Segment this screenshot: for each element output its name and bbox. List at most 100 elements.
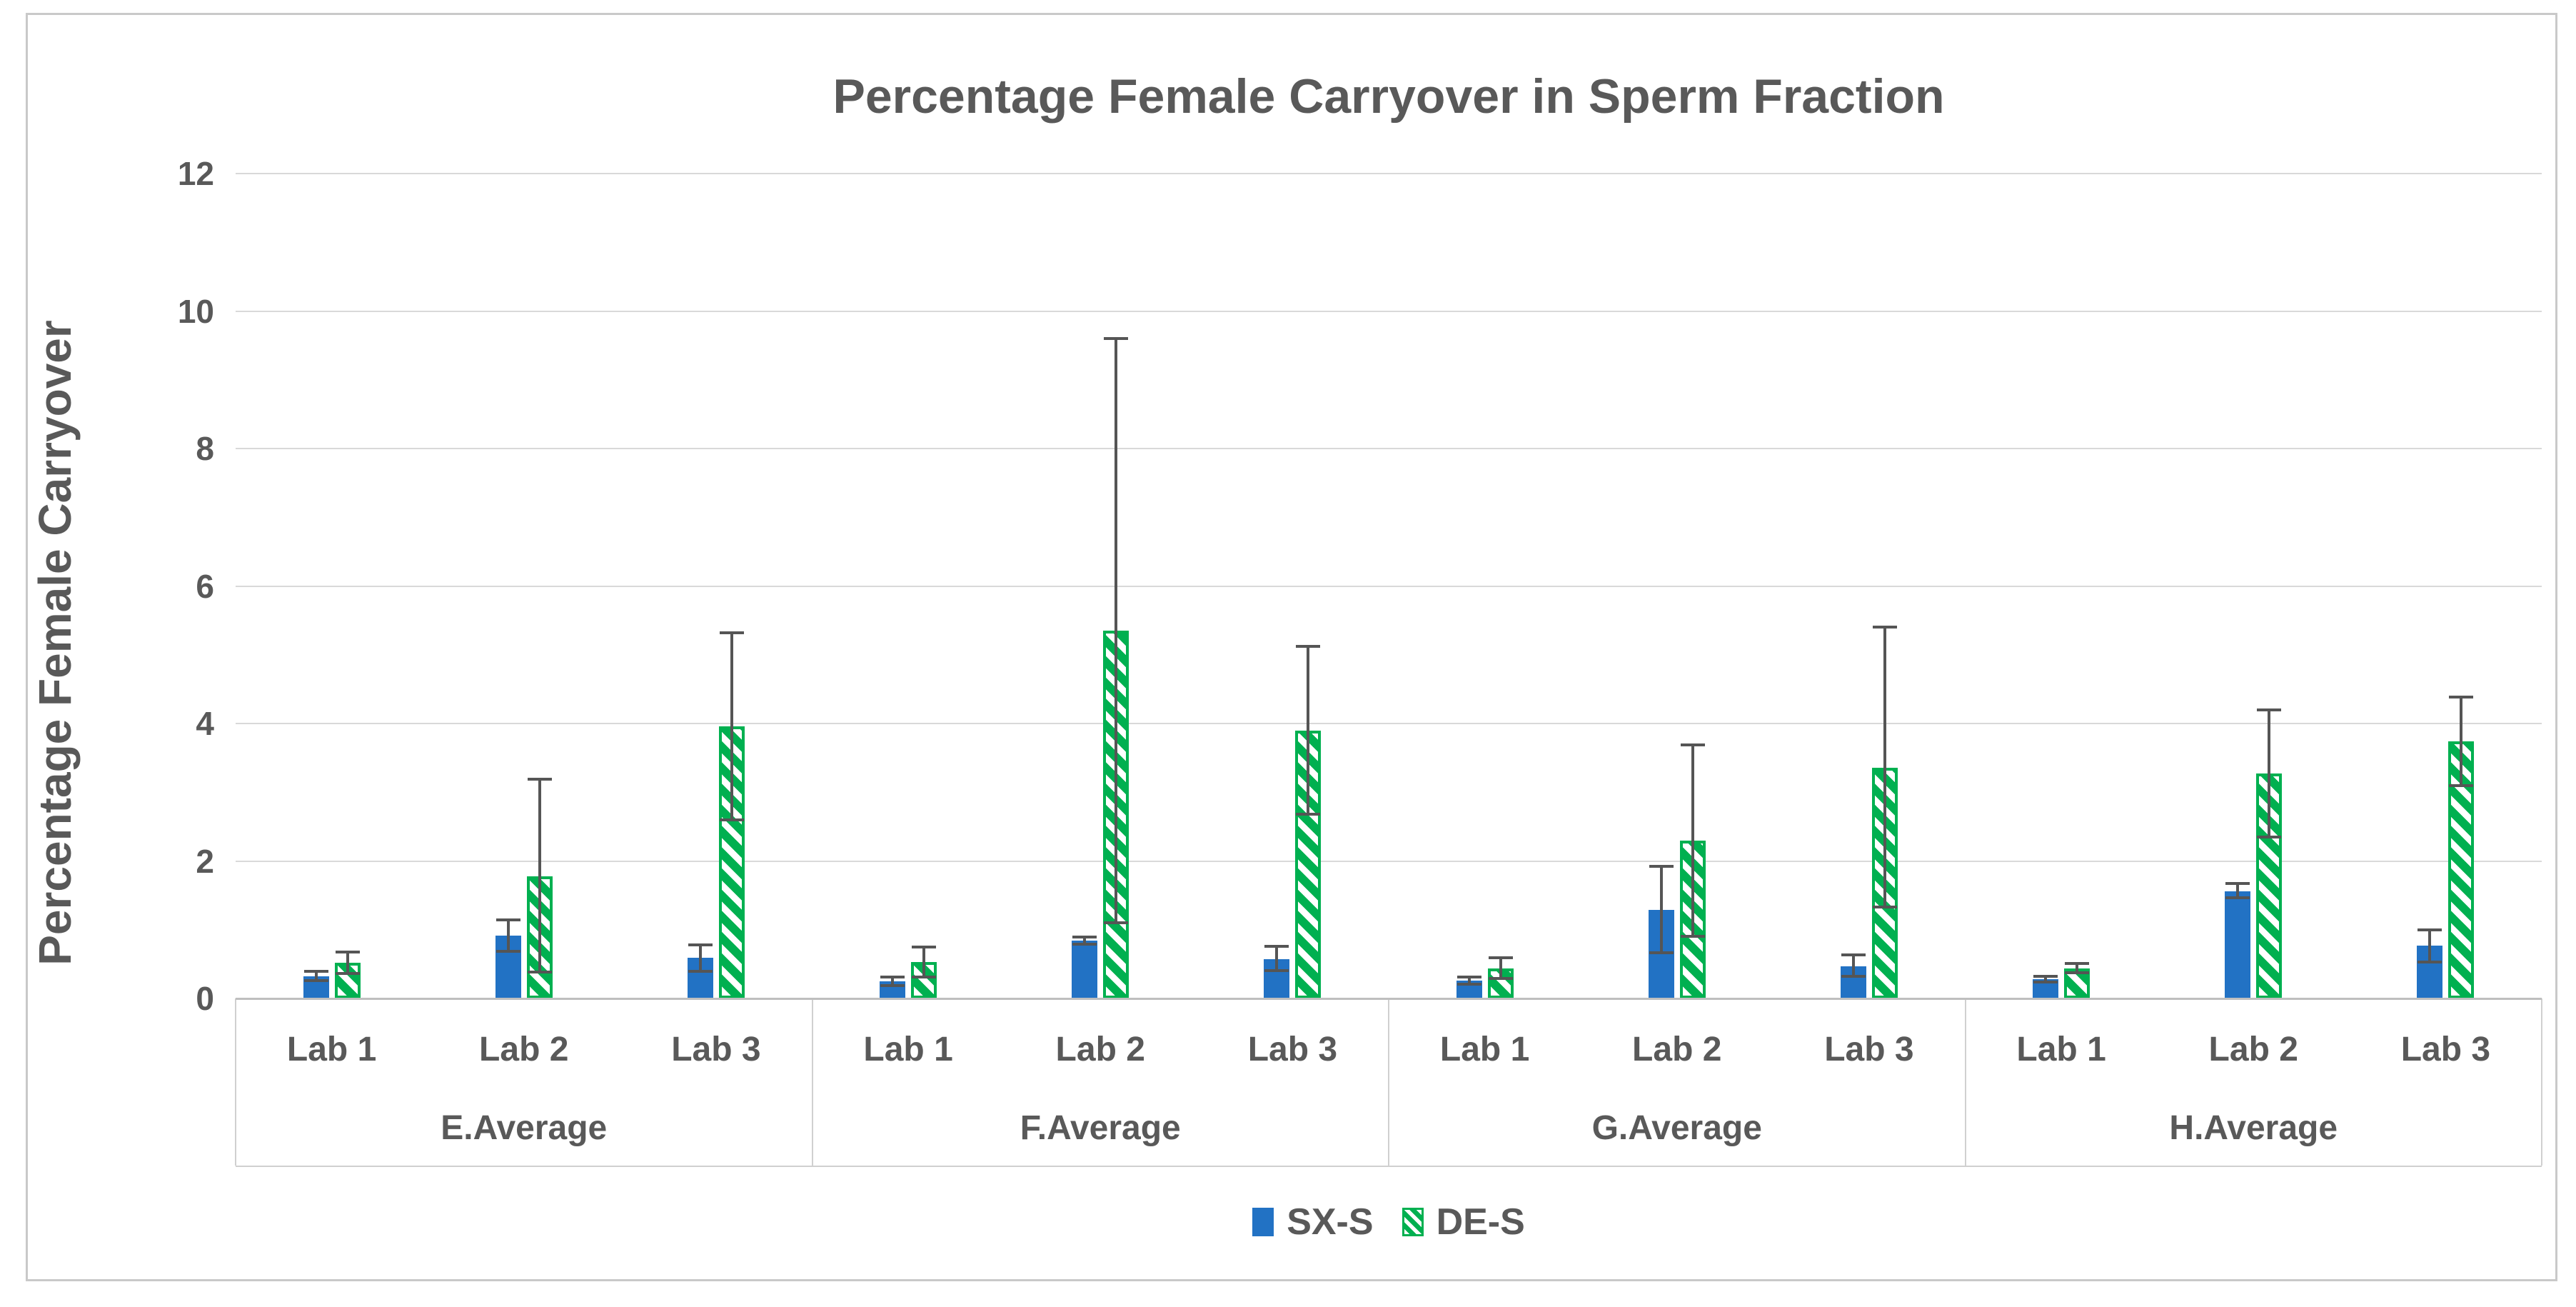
error-bar-cap-top [1872,626,1897,629]
error-bar-cap-top [2033,975,2058,978]
error-bar-cap-top [2065,961,2090,965]
error-bar-stem [314,971,318,981]
error-bar-cap-top [1649,865,1674,868]
error-bar-stem [2236,883,2240,898]
error-bar-stem [1659,866,1663,953]
error-bar-stem [1467,977,1471,984]
y-tick-label: 4 [196,705,214,742]
x-tick-label: Lab 1 [2016,1031,2106,1068]
group-label: G.Average [1591,1109,1762,1147]
x-tick-label: Lab 3 [2400,1031,2491,1068]
error-bar-cap-bottom [719,818,744,821]
error-bar-stem [2268,709,2271,837]
gridline [236,585,2542,587]
error-bar-stem [1307,646,1310,815]
gridline [236,448,2542,449]
y-tick-label: 0 [196,980,214,1017]
y-tick-label: 10 [177,292,214,330]
error-bar-stem [1499,958,1502,979]
error-bar-cap-top [1104,337,1129,340]
axis-divider [235,998,236,1166]
error-bar-stem [1115,339,1118,923]
error-bar-stem [1691,744,1694,937]
error-bar-cap-bottom [2449,783,2474,787]
legend-swatch-sx-s [1252,1208,1274,1236]
error-bar-cap-top [1841,953,1866,957]
x-tick-label: Lab 2 [1055,1031,1145,1068]
y-axis-title: Percentage Female Carryover [29,320,81,966]
error-bar-stem [698,944,702,971]
error-bar-cap-top [527,777,552,781]
x-tick-label: Lab 2 [2208,1031,2298,1068]
error-bar-cap-top [1680,743,1705,746]
error-bar-cap-top [303,969,328,973]
error-bar-cap-bottom [1649,951,1674,955]
error-bar-stem [2428,929,2432,962]
error-bar-cap-top [1456,976,1481,979]
axis-divider [1964,998,1966,1166]
x-tick-label: Lab 3 [1247,1031,1338,1068]
error-bar-cap-top [1264,944,1289,948]
error-bar-cap-bottom [2417,960,2442,963]
error-bar-cap-bottom [1872,905,1897,908]
error-bar-cap-top [2449,696,2474,699]
error-bar-stem [346,951,349,974]
error-bar-cap-top [2417,928,2442,931]
error-bar-stem [1275,946,1279,971]
error-bar-stem [730,632,733,820]
error-bar-cap-bottom [1296,813,1321,816]
gridline [236,860,2542,862]
legend-item-sx-s: SX-S [1252,1203,1374,1241]
legend-label-de-s: DE-S [1436,1201,1525,1243]
error-bar-cap-bottom [1104,921,1129,925]
error-bar-cap-top [2257,708,2282,711]
chart-outer-border [26,13,2557,1281]
x-axis-line [236,998,2542,1000]
error-bar-stem [2076,963,2079,973]
y-tick-label: 12 [177,155,214,192]
error-bar-cap-top [1072,936,1097,939]
bar-sx-s-f.average-lab-2 [1072,941,1098,998]
error-bar-cap-top [335,950,360,953]
error-bar-cap-bottom [2065,971,2090,975]
error-bar-cap-top [2225,882,2250,886]
error-bar-cap-bottom [912,976,937,979]
error-bar-cap-bottom [1456,982,1481,986]
x-tick-label: Lab 1 [863,1031,953,1068]
group-label: F.Average [1020,1109,1181,1147]
error-bar-cap-top [880,976,905,979]
axis-divider [2541,998,2542,1166]
axis-divider [811,998,813,1166]
x-tick-label: Lab 1 [286,1031,377,1068]
error-bar-cap-bottom [527,971,552,974]
group-label: H.Average [2169,1109,2338,1147]
error-bar-cap-bottom [2257,835,2282,838]
error-bar-cap-top [495,918,520,922]
gridline [236,310,2542,312]
bar-de-s-f.average-lab-2 [1103,631,1129,998]
chart-title: Percentage Female Carryover in Sperm Fra… [832,69,1945,124]
error-bar-cap-bottom [688,969,713,973]
x-tick-label: Lab 2 [479,1031,569,1068]
error-bar-cap-bottom [880,983,905,987]
y-tick-label: 6 [196,567,214,605]
error-bar-cap-top [912,945,937,948]
error-bar-cap-bottom [2033,980,2058,983]
error-bar-cap-bottom [303,978,328,982]
gridline [236,173,2542,174]
gridline [236,723,2542,724]
error-bar-stem [538,778,541,973]
error-bar-cap-bottom [1264,968,1289,972]
error-bar-cap-bottom [335,972,360,976]
group-label: E.Average [441,1109,608,1147]
x-tick-label: Lab 1 [1439,1031,1530,1068]
error-bar-cap-bottom [1072,942,1097,946]
error-bar-stem [506,920,510,951]
axis-divider [1388,998,1389,1166]
error-bar-cap-bottom [2225,896,2250,899]
error-bar-stem [1851,955,1855,977]
legend-item-de-s: DE-S [1402,1203,1525,1241]
error-bar-stem [2460,697,2463,786]
error-bar-cap-top [719,631,744,634]
